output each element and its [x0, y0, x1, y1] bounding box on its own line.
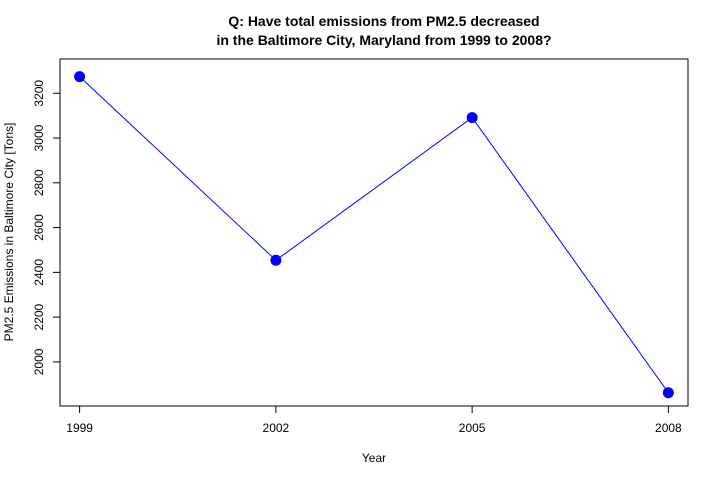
- chart-title-line-1: Q: Have total emissions from PM2.5 decre…: [228, 13, 539, 29]
- series-layer: [74, 71, 674, 399]
- series-line: [79, 76, 669, 394]
- x-tick-label: 1999: [66, 421, 93, 435]
- y-axis: 2000 2200 2400 2600 2800 3000 3200: [32, 80, 61, 375]
- y-tick-label: 2600: [32, 214, 46, 241]
- y-tick-label: 2400: [32, 259, 46, 286]
- chart-title-line-2: in the Baltimore City, Maryland from 199…: [216, 32, 551, 48]
- y-axis-label: PM2.5 Emissions in Baltimore City [Tons]: [2, 123, 16, 342]
- x-tick-label: 2005: [459, 421, 486, 435]
- x-axis: 1999 2002 2005 2008: [66, 405, 682, 435]
- data-point-2002: [270, 254, 282, 266]
- y-tick-label: 3000: [32, 124, 46, 151]
- y-tick-label: 3200: [32, 80, 46, 107]
- y-tick-label: 2200: [32, 303, 46, 330]
- y-tick-label: 2000: [32, 348, 46, 375]
- x-tick-label: 2002: [263, 421, 290, 435]
- data-point-1999: [74, 71, 86, 83]
- x-tick-label: 2008: [655, 421, 682, 435]
- y-tick-label: 2800: [32, 169, 46, 196]
- data-point-2008: [662, 387, 674, 399]
- x-axis-label: Year: [362, 451, 386, 465]
- data-point-2005: [466, 112, 478, 124]
- plot-frame: [59, 58, 689, 407]
